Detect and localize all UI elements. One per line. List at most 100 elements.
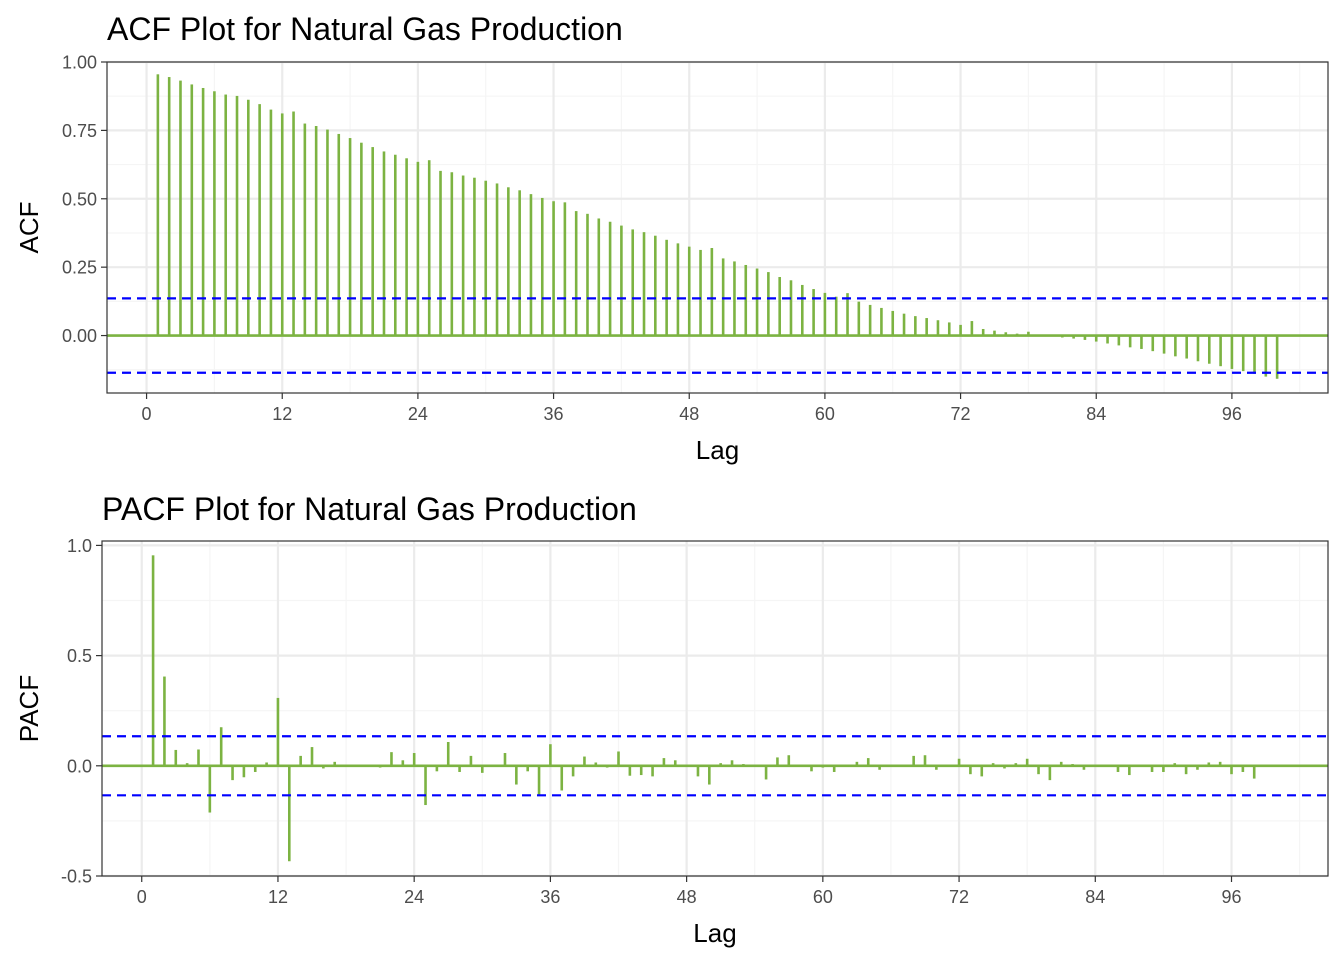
pacf-bar xyxy=(594,762,598,766)
pacf-bar xyxy=(151,555,155,766)
acf-y-tick-label: 0.00 xyxy=(62,326,97,346)
pacf-bar xyxy=(776,757,779,766)
acf-bar xyxy=(1094,335,1098,342)
acf-bar xyxy=(654,235,657,336)
pacf-x-tick-label: 48 xyxy=(677,887,697,907)
acf-bar xyxy=(1264,335,1268,377)
acf-bar xyxy=(507,187,510,336)
acf-bar xyxy=(1162,335,1166,354)
acf-bar xyxy=(563,202,567,336)
pacf-bar xyxy=(1025,758,1029,766)
acf-bar xyxy=(1083,335,1087,340)
acf-reference-lines xyxy=(107,297,1328,374)
acf-bar xyxy=(552,201,555,336)
pacf-panel-background xyxy=(102,541,1328,876)
acf-bar xyxy=(721,258,725,336)
pacf-bar xyxy=(242,765,246,778)
pacf-bar xyxy=(163,676,166,766)
acf-bar xyxy=(292,111,295,336)
acf-bar xyxy=(699,249,702,336)
pacf-bar xyxy=(185,763,189,766)
acf-bar xyxy=(201,87,205,336)
pacf-title: PACF Plot for Natural Gas Production xyxy=(102,491,637,527)
acf-bar xyxy=(1196,335,1200,362)
acf-bar xyxy=(1106,335,1109,344)
pacf-bar xyxy=(991,763,995,766)
acf-bar xyxy=(348,138,352,336)
acf-bar xyxy=(687,246,691,336)
acf-bar xyxy=(439,170,442,336)
pacf-bar xyxy=(515,765,518,785)
acf-y-axis: 0.00 0.25 0.50 0.75 1.00 xyxy=(62,53,107,346)
acf-bar xyxy=(473,177,476,336)
acf-bar xyxy=(823,292,827,336)
acf-bar xyxy=(970,321,974,336)
acf-x-tick-label: 24 xyxy=(408,404,428,424)
pacf-y-tick-label: 1.0 xyxy=(67,536,92,556)
acf-bar xyxy=(880,307,883,336)
acf-bar xyxy=(642,232,646,336)
acf-bar xyxy=(755,268,759,336)
pacf-bar xyxy=(1037,765,1040,775)
acf-bar xyxy=(959,324,962,336)
acf-panel-background xyxy=(107,62,1328,393)
acf-bar xyxy=(993,330,996,336)
acf-bar xyxy=(733,261,736,336)
acf-bar xyxy=(247,99,250,336)
acf-bar xyxy=(529,194,533,336)
pacf-x-tick-label: 84 xyxy=(1085,887,1105,907)
acf-bar xyxy=(1185,335,1188,359)
pacf-bar xyxy=(866,758,870,766)
pacf-bar xyxy=(333,761,337,766)
acf-panel-border xyxy=(106,61,1329,394)
pacf-bar xyxy=(787,755,791,766)
acf-bar xyxy=(371,147,374,336)
acf-bar xyxy=(620,225,623,336)
pacf-panel: PACF Plot for Natural Gas Production -0.… xyxy=(14,491,1329,948)
pacf-bar xyxy=(1082,765,1086,770)
acf-y-tick-label: 1.00 xyxy=(62,53,97,73)
pacf-bar xyxy=(219,727,223,766)
acf-gridlines xyxy=(107,60,1328,393)
acf-bars xyxy=(156,74,1279,379)
acf-bar xyxy=(800,284,804,336)
pacf-bar xyxy=(912,755,915,766)
pacf-bar xyxy=(174,749,178,766)
pacf-bar xyxy=(673,760,677,766)
pacf-bar xyxy=(208,765,212,813)
acf-bar xyxy=(812,289,815,336)
acf-x-axis-title: Lag xyxy=(696,435,739,465)
pacf-x-tick-label: 0 xyxy=(137,887,147,907)
acf-bar xyxy=(846,293,849,336)
pacf-bar xyxy=(878,765,881,770)
pacf-bar xyxy=(480,765,484,773)
pacf-bar xyxy=(253,765,257,772)
acf-bar xyxy=(902,313,906,336)
pacf-bar xyxy=(265,762,268,766)
pacf-bar xyxy=(458,765,461,772)
acf-bar xyxy=(495,183,499,336)
acf-bar xyxy=(484,180,488,336)
pacf-x-axis: 0 12 24 36 48 60 72 84 96 xyxy=(137,876,1242,907)
acf-bar xyxy=(947,322,951,336)
acf-bar xyxy=(337,133,341,336)
pacf-x-tick-label: 96 xyxy=(1221,887,1241,907)
pacf-bar xyxy=(1162,765,1165,772)
pacf-reference-lines xyxy=(102,735,1328,797)
acf-bar xyxy=(167,77,171,336)
pacf-bar xyxy=(708,765,711,785)
pacf-bar xyxy=(810,765,813,772)
acf-x-tick-label: 0 xyxy=(142,404,152,424)
pacf-bar xyxy=(299,755,302,766)
pacf-bar xyxy=(469,755,473,766)
acf-bar xyxy=(1117,335,1121,346)
acf-bar xyxy=(1275,335,1279,379)
pacf-bar xyxy=(855,761,859,766)
acf-bar xyxy=(574,211,578,336)
pacf-bar xyxy=(719,763,722,766)
acf-x-tick-label: 48 xyxy=(679,404,699,424)
acf-bar xyxy=(1241,335,1245,372)
acf-bar xyxy=(382,151,386,336)
pacf-x-axis-title: Lag xyxy=(693,918,736,948)
acf-bar xyxy=(1004,332,1008,336)
